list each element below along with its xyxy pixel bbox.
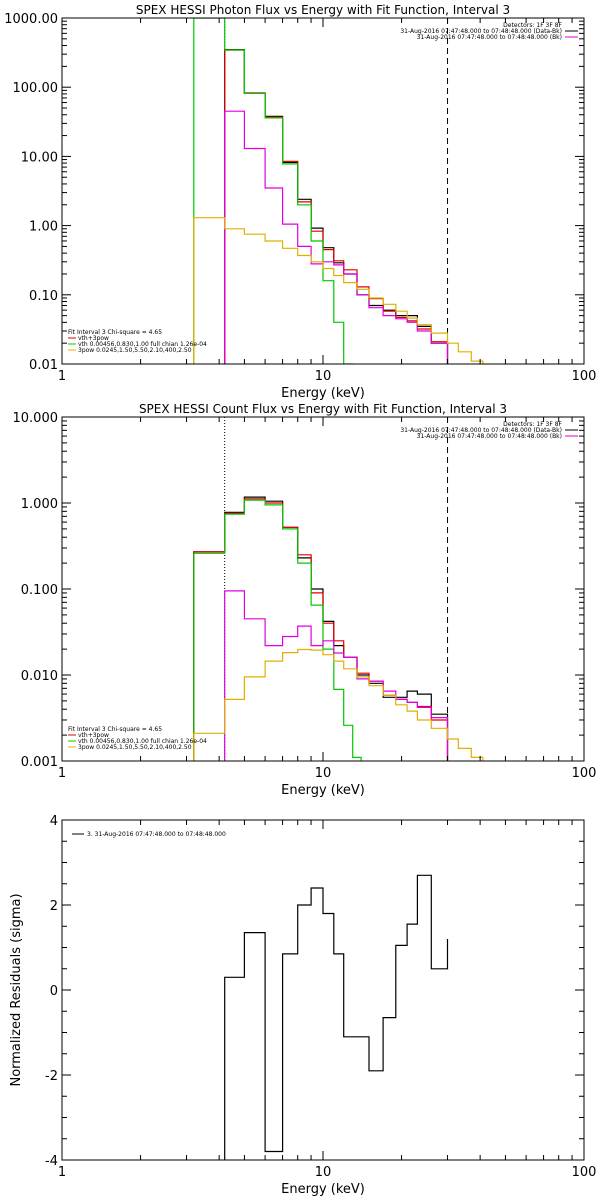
- series-line-1: [193, 498, 449, 761]
- x-tick-label: 100: [572, 766, 597, 781]
- legend-entry: Fit Interval 3 Chi-square = 4.65: [68, 329, 162, 336]
- series-line-4: [193, 648, 484, 761]
- y-tick-label: 10.00: [21, 150, 58, 165]
- legend-entry: 3. 31-Aug-2016 07:47:48.000 to 07:48:48.…: [87, 831, 226, 838]
- x-axis-label: Energy (keV): [281, 1182, 365, 1197]
- legend-entry: vth+3pow: [78, 732, 109, 739]
- x-tick-label: 1: [58, 766, 66, 781]
- header-line: Detectors: 1F 3F 8F: [503, 22, 562, 29]
- x-tick-label: 10: [315, 369, 332, 384]
- series-line-0: [224, 874, 449, 1160]
- series-line-2: [193, 18, 354, 364]
- legend-entry: 3pow 0.0245,1.50,5.50,2.10,400,2.50: [78, 744, 192, 751]
- y-tick-label: 0: [50, 984, 58, 999]
- legend-entry: vth 0.00456,0.830,1.00 full chian 1.26e-…: [78, 341, 207, 348]
- header-line: 31-Aug-2016 07:47:48.000 to 07:48:48.000…: [417, 34, 562, 41]
- series-line-3: [224, 590, 449, 761]
- header-line: 31-Aug-2016 07:47:48.000 to 07:48:48.000…: [400, 427, 562, 434]
- header-line: 31-Aug-2016 07:47:48.000 to 07:48:48.000…: [417, 433, 562, 440]
- legend-entry: 3pow 0.0245,1.50,5.50,2.10,400,2.50: [78, 347, 192, 354]
- series-group: [193, 18, 484, 364]
- y-tick-label: 1000.00: [4, 12, 58, 27]
- plot-frame: [61, 17, 585, 365]
- series-line-1: [224, 49, 449, 364]
- y-tick-label: 0.10: [29, 289, 58, 304]
- y-tick-label: 2: [50, 899, 58, 914]
- y-tick-label: -2: [45, 1069, 58, 1084]
- y-tick-label: 0.001: [21, 755, 58, 770]
- x-axis-label: Energy (keV): [281, 386, 365, 401]
- chart-title: SPEX HESSI Count Flux vs Energy with Fit…: [139, 402, 507, 416]
- y-axis-label: Normalized Residuals (sigma): [9, 893, 24, 1086]
- header-line: Detectors: 1F 3F 8F: [503, 421, 562, 428]
- y-tick-label: 100.00: [13, 81, 59, 96]
- series-group: [193, 496, 484, 761]
- y-tick-label: 0.01: [29, 358, 58, 373]
- legend-entry: vth 0.00456,0.830,1.00 full chian 1.26e-…: [78, 738, 207, 745]
- y-tick-label: 10.000: [13, 411, 59, 426]
- x-tick-label: 100: [572, 369, 597, 384]
- y-tick-label: 1.00: [29, 220, 58, 235]
- header-line: 31-Aug-2016 07:47:48.000 to 07:48:48.000…: [400, 28, 562, 35]
- x-tick-label: 10: [315, 766, 332, 781]
- x-tick-label: 100: [572, 1165, 597, 1180]
- chart-panel-1: SPEX HESSI Photon Flux vs Energy with Fi…: [4, 3, 596, 401]
- series-line-2: [193, 499, 362, 761]
- y-tick-label: -4: [45, 1154, 58, 1169]
- legend-entry: Fit Interval 3 Chi-square = 4.65: [68, 726, 162, 733]
- x-tick-label: 10: [315, 1165, 332, 1180]
- chart-panel-2: SPEX HESSI Count Flux vs Energy with Fit…: [13, 402, 597, 798]
- x-tick-label: 1: [58, 1165, 66, 1180]
- chart-title: SPEX HESSI Photon Flux vs Energy with Fi…: [136, 3, 510, 17]
- y-tick-label: 0.010: [21, 669, 58, 684]
- legend-entry: vth+3pow: [78, 335, 109, 342]
- y-tick-label: 0.100: [21, 583, 58, 598]
- chart-panel-3: 1 10 100 -4 -2 0 2 4 Energy (keV) Normalized Resi…: [9, 814, 596, 1197]
- series-line-0: [193, 496, 449, 761]
- series-line-4: [193, 217, 484, 364]
- series-line-3: [224, 110, 449, 364]
- x-axis-label: Energy (keV): [281, 783, 365, 798]
- x-tick-label: 1: [58, 369, 66, 384]
- y-tick-label: 4: [50, 814, 58, 829]
- series-line-0: [224, 49, 449, 364]
- y-tick-label: 1.000: [21, 497, 58, 512]
- plot-frame: [61, 819, 585, 1161]
- series-group: [224, 874, 449, 1160]
